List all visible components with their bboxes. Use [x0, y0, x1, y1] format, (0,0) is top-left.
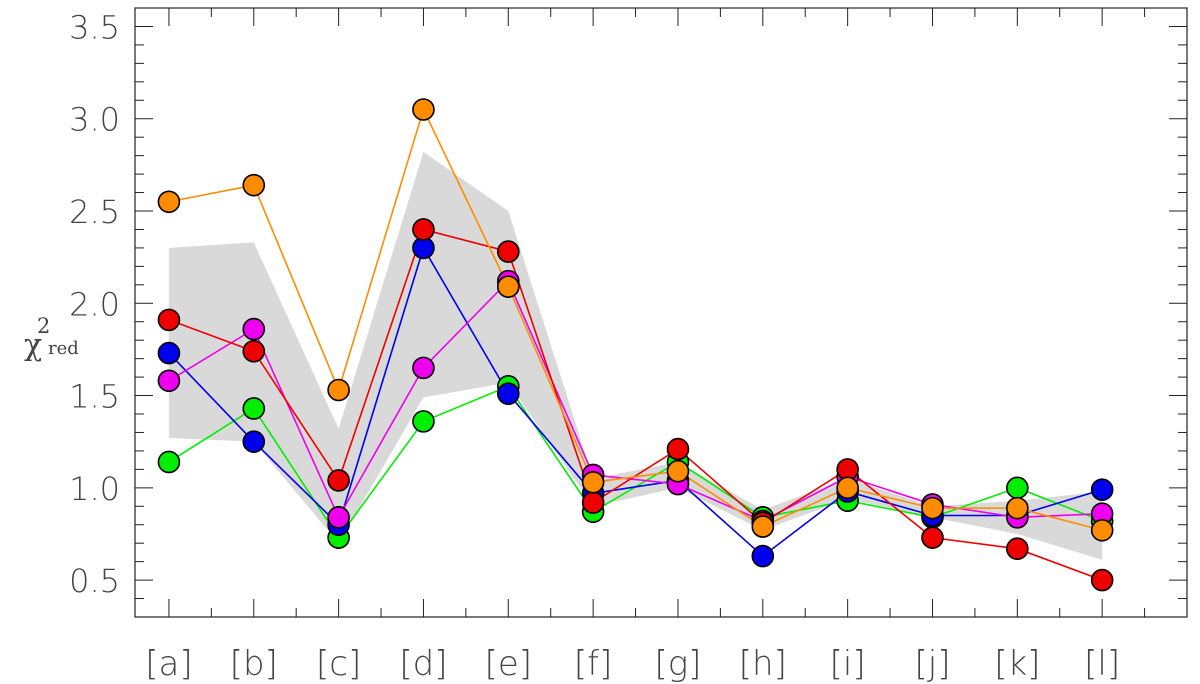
series-2-point: [157, 341, 181, 365]
series-line-5: [168, 107, 1103, 532]
series-5-point: [581, 470, 605, 494]
spread-band: [168, 151, 1103, 560]
series-4-point: [496, 240, 520, 263]
series-line-4: [168, 228, 1103, 581]
series-5-point: [327, 378, 350, 402]
series-5-point: [242, 173, 266, 197]
series-5-point: [666, 459, 690, 483]
x-tick-label: [g]: [654, 644, 701, 684]
y-tick-label: 3.0: [69, 101, 120, 139]
series-4-point: [1090, 568, 1114, 592]
series-3-point: [157, 369, 181, 393]
axes: 0.5 1.0 1.5 2.0 2.5 3.0 3.5 [a] [b] [c] [d] [e] [f] […: [69, 7, 1188, 684]
series-1-point: [157, 450, 181, 474]
series-2-point: [1090, 478, 1114, 501]
series-4-point: [666, 437, 690, 461]
series-5-point: [412, 98, 435, 121]
x-tick-label: [l]: [1084, 644, 1120, 684]
series-2-point: [751, 544, 775, 568]
series-3-point: [412, 356, 435, 380]
series-1-point: [242, 397, 266, 420]
series-5-point: [1090, 518, 1114, 542]
series-line-2: [168, 245, 1103, 558]
x-tick-label: [h]: [739, 644, 787, 684]
x-tick-label: [e]: [485, 644, 532, 684]
series-5-point: [751, 515, 775, 538]
series-3-point: [242, 317, 266, 341]
x-tick-label: [b]: [230, 644, 278, 684]
series-4-point: [327, 469, 350, 492]
y-axis-label-superscript: 2: [37, 314, 50, 338]
plot-frame: [134, 7, 1188, 618]
series-5-point: [1006, 496, 1029, 520]
x-tick-label: [i]: [830, 644, 866, 684]
series-2-point: [496, 382, 520, 406]
y-axis-label: χ 2 red: [24, 314, 79, 363]
series-5-point: [921, 496, 944, 520]
spread-band-layer: [168, 151, 1103, 560]
points-layer: [157, 98, 1114, 592]
x-tick-label: [d]: [399, 644, 447, 684]
series-1-point: [412, 410, 435, 433]
series-4-point: [157, 308, 181, 332]
y-tick-label: 1.0: [69, 470, 120, 508]
series-4-point: [412, 218, 435, 241]
series-2-point: [242, 430, 266, 453]
series-5-point: [157, 190, 181, 214]
y-tick-label: 0.5: [69, 562, 120, 600]
x-tick-label: [j]: [914, 644, 950, 684]
y-tick-label: 2.5: [69, 193, 120, 231]
x-tick-label: [c]: [316, 644, 361, 684]
series-4-point: [921, 526, 944, 549]
x-tick-label: [f]: [574, 644, 613, 684]
series-1-point: [1006, 476, 1029, 500]
y-axis-label-symbol: χ: [24, 328, 42, 363]
series-4-point: [581, 491, 605, 514]
series-3-point: [327, 506, 350, 529]
series-5-point: [496, 275, 520, 298]
y-tick-label: 1.5: [69, 378, 120, 416]
y-tick-label: 3.5: [69, 8, 120, 46]
x-tick-label: [a]: [145, 644, 192, 684]
series-line-3: [168, 279, 1103, 522]
series-4-point: [1006, 537, 1029, 561]
x-tick-label: [k]: [994, 644, 1040, 684]
series-4-point: [242, 339, 266, 363]
y-tick-label: 2.0: [69, 285, 120, 323]
series-layer: [168, 107, 1103, 581]
series-5-point: [836, 476, 859, 500]
y-axis-label-subscript: red: [48, 338, 79, 359]
